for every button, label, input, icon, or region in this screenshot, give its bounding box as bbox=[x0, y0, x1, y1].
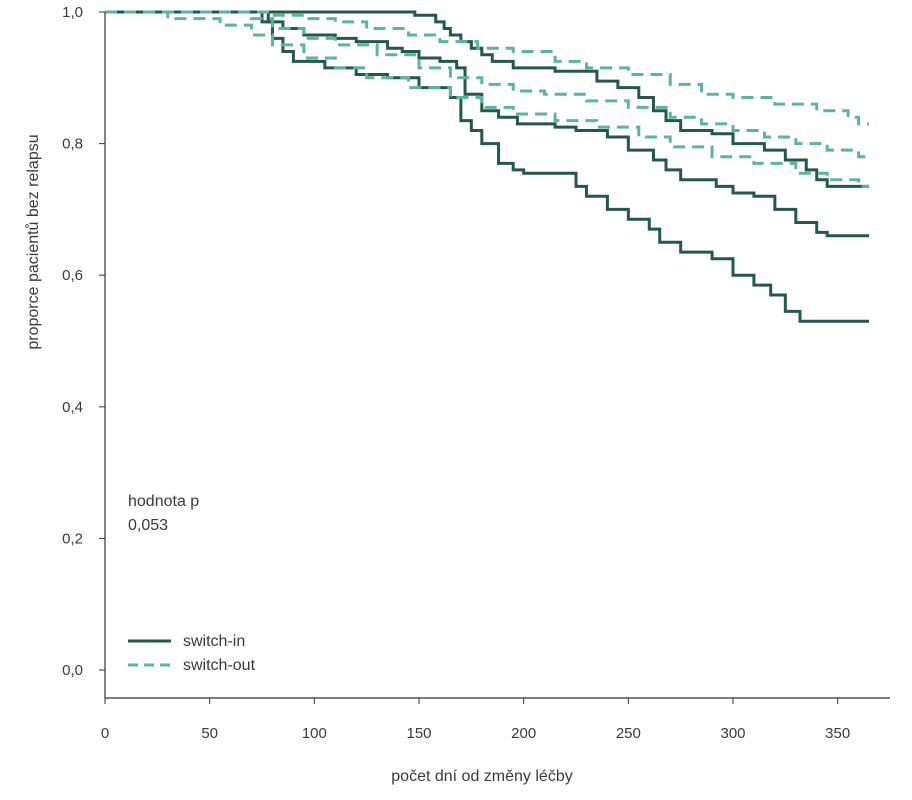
series-switch-in-lower-line bbox=[105, 10, 870, 323]
x-tick-label: 350 bbox=[825, 725, 850, 742]
y-tick-label: 0,6 bbox=[62, 267, 83, 284]
x-tick-label: 250 bbox=[616, 725, 641, 742]
legend: switch-in switch-out bbox=[128, 633, 256, 674]
x-tick-label: 300 bbox=[720, 725, 745, 742]
x-tick-label: 0 bbox=[101, 725, 109, 742]
plot-area bbox=[105, 10, 870, 323]
axes: 0 50 100 150 200 250 300 350 0,0 0,2 0,4 0,6 0,8 1,0 bbox=[62, 4, 890, 742]
series-switch-out-upper-line bbox=[105, 10, 870, 126]
series-switch-out-lower-line bbox=[105, 10, 870, 188]
series-switch-in-upper-line bbox=[105, 10, 870, 188]
series-switch-out-estimate-line bbox=[105, 10, 870, 159]
y-tick-label: 1,0 bbox=[62, 4, 83, 21]
x-axis-label: počet dní od změny léčby bbox=[391, 768, 572, 785]
y-axis-label: proporce pacientů bez relapsu bbox=[24, 134, 42, 349]
y-ticks: 0,0 0,2 0,4 0,6 0,8 1,0 bbox=[62, 4, 105, 679]
p-value-title: hodnota p bbox=[128, 493, 199, 510]
series-switch-in-estimate-line bbox=[105, 10, 870, 238]
y-tick-label: 0,0 bbox=[62, 662, 83, 679]
y-tick-label: 0,2 bbox=[62, 530, 83, 547]
legend-switch-in-label: switch-in bbox=[183, 633, 245, 650]
p-value: 0,053 bbox=[128, 517, 168, 534]
x-tick-label: 200 bbox=[511, 725, 536, 742]
x-tick-label: 150 bbox=[406, 725, 431, 742]
legend-switch-out-label: switch-out bbox=[183, 657, 256, 674]
x-tick-label: 100 bbox=[302, 725, 327, 742]
y-tick-label: 0,8 bbox=[62, 136, 83, 153]
x-tick-label: 50 bbox=[201, 725, 218, 742]
y-tick-label: 0,4 bbox=[62, 399, 83, 416]
x-ticks: 0 50 100 150 200 250 300 350 bbox=[101, 698, 850, 742]
